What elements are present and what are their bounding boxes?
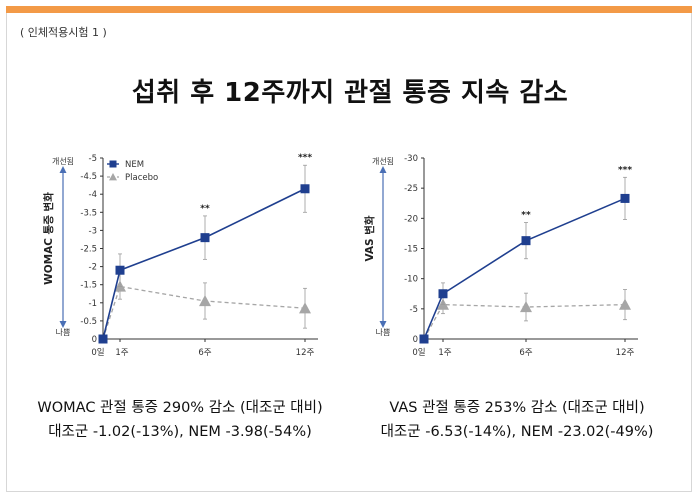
right-nem-point bbox=[620, 193, 630, 203]
legend-placebo-label: Placebo bbox=[125, 173, 158, 183]
right-y-tick-label: -5 bbox=[410, 305, 418, 315]
right-placebo-point bbox=[520, 301, 532, 313]
left-placebo-line bbox=[102, 285, 306, 340]
right-nem-point bbox=[521, 236, 531, 246]
right-y-axis-title: VAS 변화 bbox=[363, 215, 376, 261]
right-arrow-up-head bbox=[379, 166, 387, 173]
legend-nem-label: NEM bbox=[125, 160, 144, 170]
left-placebo-point bbox=[199, 294, 211, 307]
right-worse-label: 나쁨 bbox=[376, 328, 391, 337]
left-nem-point bbox=[200, 233, 210, 243]
left-significance-mark: ** bbox=[200, 204, 210, 214]
left-improved-label: 개선됨 bbox=[52, 156, 74, 166]
left-placebo-point bbox=[299, 302, 311, 314]
left-y-tick-label: 0 bbox=[92, 335, 97, 345]
right-arrow-down-head bbox=[379, 321, 387, 328]
right-y-tick-label: 0 bbox=[413, 335, 418, 345]
right-x-tick-label: 0일 bbox=[412, 348, 425, 358]
left-x-tick-label: 6주 bbox=[198, 348, 211, 358]
left-y-tick-label: -5 bbox=[89, 154, 97, 164]
left-y-tick-label: -2.5 bbox=[80, 245, 97, 255]
legend-nem-marker bbox=[109, 160, 117, 168]
right-y-tick-label: -10 bbox=[404, 275, 418, 285]
accent-bar bbox=[6, 6, 692, 13]
right-nem-point bbox=[419, 334, 429, 344]
left-x-tick-label: 12주 bbox=[296, 348, 315, 358]
right-x-tick-label: 1주 bbox=[438, 348, 451, 358]
right-placebo-line bbox=[423, 303, 626, 340]
right-chart-caption: VAS 관절 통증 253% 감소 (대조군 대비) 대조군 -6.53(-14… bbox=[357, 396, 677, 444]
left-y-tick-label: -4 bbox=[89, 190, 97, 200]
left-nem-point bbox=[98, 334, 108, 344]
left-nem-point bbox=[300, 184, 310, 194]
slide-frame bbox=[6, 6, 692, 492]
left-x-tick-label: 1주 bbox=[115, 348, 128, 358]
left-caption-line1: WOMAC 관절 통증 290% 감소 (대조군 대비) bbox=[37, 400, 323, 416]
left-nem-line bbox=[102, 188, 306, 340]
right-placebo-point bbox=[619, 298, 631, 310]
right-caption-line2: 대조군 -6.53(-14%), NEM -23.02(-49%) bbox=[380, 424, 654, 440]
left-y-tick-label: -1 bbox=[89, 299, 97, 309]
right-y-tick-label: -20 bbox=[404, 214, 418, 224]
left-caption-line2: 대조군 -1.02(-13%), NEM -3.98(-54%) bbox=[48, 424, 312, 440]
left-arrow-down-head bbox=[59, 321, 67, 328]
right-caption-line1: VAS 관절 통증 253% 감소 (대조군 대비) bbox=[389, 400, 645, 416]
right-nem-line bbox=[423, 197, 626, 340]
left-y-tick-label: -1.5 bbox=[80, 281, 97, 291]
right-y-tick-label: -15 bbox=[404, 245, 418, 255]
left-x-tick-label: 0일 bbox=[91, 348, 104, 358]
right-x-tick-label: 6주 bbox=[519, 348, 532, 358]
right-nem-point bbox=[438, 289, 448, 299]
right-significance-mark: *** bbox=[618, 165, 632, 175]
left-y-tick-label: -3.5 bbox=[80, 208, 97, 218]
trial-label: ( 인체적용시험 1 ) bbox=[20, 26, 107, 39]
legend-placebo-marker bbox=[109, 173, 117, 181]
left-nem-point bbox=[115, 265, 125, 275]
right-x-tick-label: 12주 bbox=[616, 348, 635, 358]
right-improved-label: 개선됨 bbox=[372, 156, 394, 166]
left-worse-label: 나쁨 bbox=[56, 328, 71, 337]
right-y-tick-label: -25 bbox=[404, 184, 418, 194]
page-title: 섭취 후 12주까지 관절 통증 지속 감소 bbox=[131, 78, 569, 108]
left-y-tick-label: -4.5 bbox=[80, 172, 97, 182]
left-y-axis-title: WOMAC 통증 변화 bbox=[42, 192, 55, 285]
left-significance-mark: *** bbox=[298, 153, 312, 163]
right-significance-mark: ** bbox=[521, 211, 531, 221]
left-y-tick-label: -0.5 bbox=[80, 317, 97, 327]
left-y-tick-label: -2 bbox=[89, 263, 97, 273]
left-y-tick-label: -3 bbox=[89, 226, 97, 236]
right-y-tick-label: -30 bbox=[404, 154, 418, 164]
left-arrow-up-head bbox=[59, 166, 67, 173]
left-chart-caption: WOMAC 관절 통증 290% 감소 (대조군 대비) 대조군 -1.02(-… bbox=[20, 396, 340, 444]
